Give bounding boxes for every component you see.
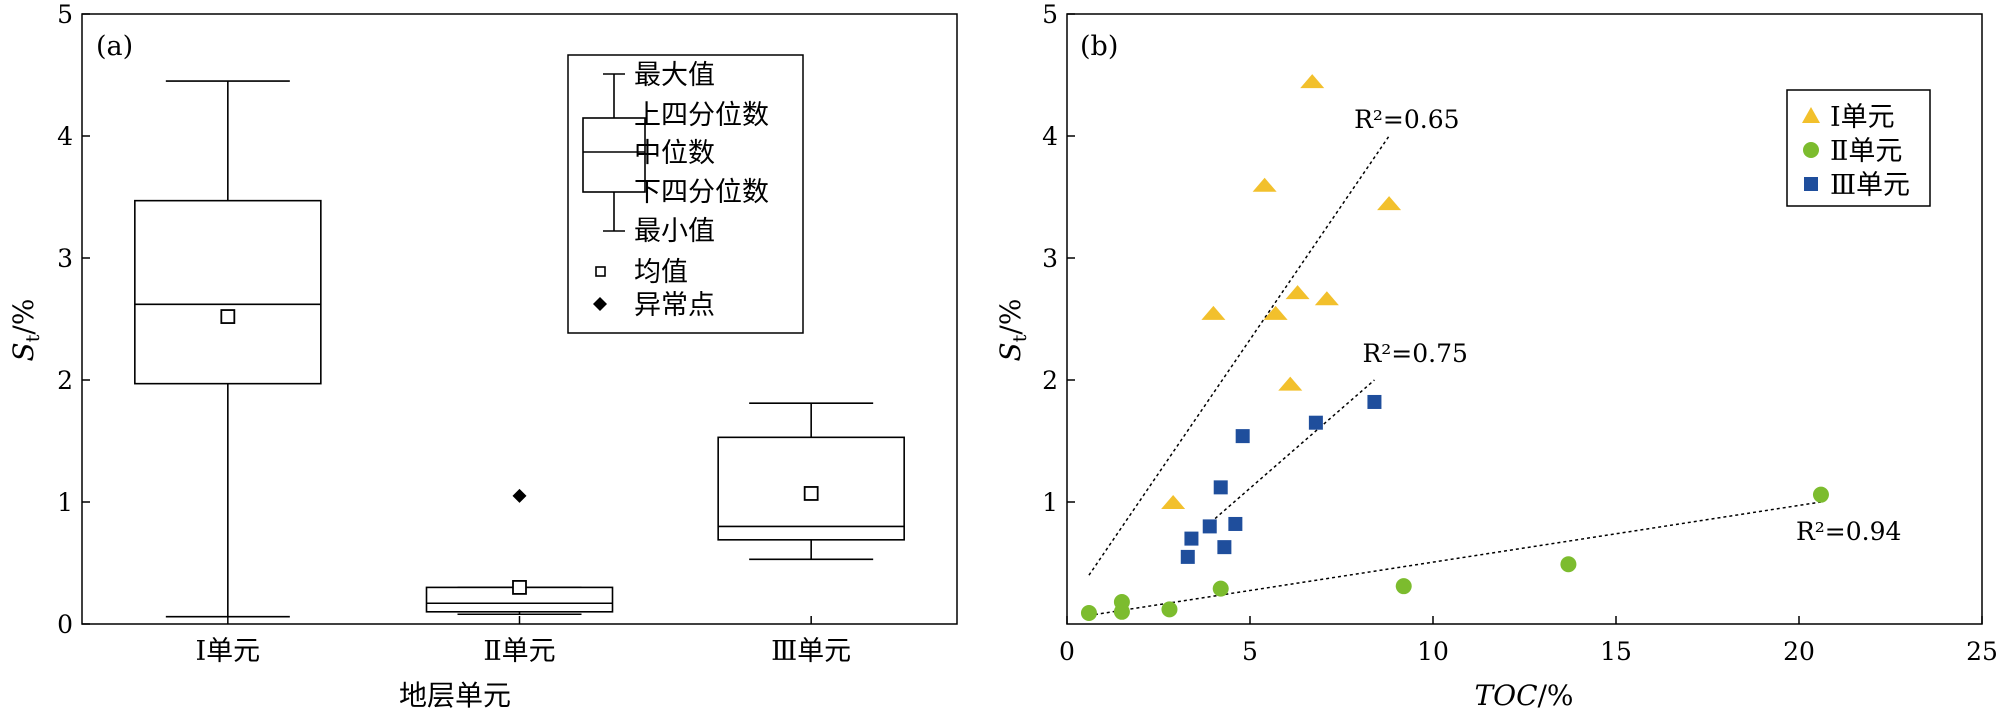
data-point-circle xyxy=(1812,486,1829,503)
r2-label-2: R²=0.94 xyxy=(1796,517,1901,546)
data-point-circle xyxy=(1080,605,1097,622)
box-2 xyxy=(425,488,614,616)
legend-max-label: 最大值 xyxy=(634,60,715,91)
panel-a-legend: 最大值 上四分位数 中位数 下四分位数 最小值 均值 异常点 xyxy=(567,54,804,334)
panel-b-fit-lines xyxy=(1088,135,1822,617)
y-tick-label: 1 xyxy=(1042,488,1058,517)
data-point-square xyxy=(1308,415,1323,430)
data-point-square xyxy=(1184,531,1199,546)
x-tick-label: 20 xyxy=(1783,637,1815,666)
legend-unit-2-label: Ⅱ单元 xyxy=(1830,136,1902,167)
panel-a-y-axis-label: St/% xyxy=(7,299,44,362)
panel-a-y-axis: 0 1 2 3 4 5 xyxy=(57,0,90,639)
r2-label-1: R²=0.65 xyxy=(1354,105,1459,134)
legend-median-label: 中位数 xyxy=(634,138,715,169)
legend-unit-2-marker xyxy=(1803,142,1819,158)
legend-mean-symbol xyxy=(595,266,606,277)
legend-lower-quartile-label: 下四分位数 xyxy=(634,177,769,208)
legend-min-label: 最小值 xyxy=(634,216,715,247)
r2-label-3: R²=0.75 xyxy=(1362,339,1467,368)
y-tick-label: 2 xyxy=(57,366,73,395)
x-tick-label: Ⅰ单元 xyxy=(195,636,260,667)
x-tick-label: 15 xyxy=(1600,637,1632,666)
legend-unit-3-label: Ⅲ单元 xyxy=(1830,170,1910,201)
x-tick-label: 10 xyxy=(1417,637,1449,666)
legend-unit-1-marker xyxy=(1802,107,1820,123)
panel-b-points xyxy=(1080,74,1829,622)
data-point-square xyxy=(1213,480,1228,495)
data-point-triangle xyxy=(1377,196,1402,211)
x-tick-label: 5 xyxy=(1242,637,1258,666)
outlier-marker xyxy=(512,488,527,503)
box-1 xyxy=(134,80,322,618)
data-point-triangle xyxy=(1285,285,1310,300)
x-tick-label: Ⅱ单元 xyxy=(483,636,555,667)
data-point-square xyxy=(1228,516,1243,531)
legend-outlier-label: 异常点 xyxy=(634,290,715,321)
panel-b-label: (b) xyxy=(1080,31,1118,62)
mean-marker xyxy=(803,486,819,501)
y-tick-label: 1 xyxy=(57,488,73,517)
y-tick-label: 0 xyxy=(57,610,73,639)
legend-unit-3-marker xyxy=(1804,177,1818,191)
panel-a-x-axis: Ⅰ单元 Ⅱ单元 Ⅲ单元 xyxy=(195,616,851,667)
y-tick-label: 2 xyxy=(1042,366,1058,395)
data-point-triangle xyxy=(1278,376,1303,391)
y-tick-label: 4 xyxy=(57,122,73,151)
panel-b-y-axis-label: St/% xyxy=(994,299,1031,362)
legend-upper-quartile-label: 上四分位数 xyxy=(634,100,769,131)
fit-line-3 xyxy=(1205,379,1375,527)
data-point-circle xyxy=(1560,556,1577,573)
y-tick-label: 4 xyxy=(1042,122,1058,151)
panel-b-legend: Ⅰ单元 Ⅱ单元 Ⅲ单元 xyxy=(1786,89,1931,207)
data-point-circle xyxy=(1212,580,1229,597)
box-body xyxy=(134,199,322,385)
data-point-square xyxy=(1235,429,1250,444)
legend-outlier-symbol xyxy=(593,297,607,311)
mean-marker xyxy=(512,580,527,595)
data-point-circle xyxy=(1395,578,1412,595)
box-3 xyxy=(717,402,905,561)
y-tick-label: 5 xyxy=(1042,0,1058,29)
data-point-square xyxy=(1202,519,1217,534)
panel-b-x-axis-label: TOC/% xyxy=(1474,679,1573,712)
data-point-triangle xyxy=(1201,305,1226,320)
data-point-square xyxy=(1180,549,1195,564)
panel-b-y-axis: 1 2 3 4 5 xyxy=(1042,0,1075,517)
data-point-triangle xyxy=(1263,305,1288,320)
y-tick-label: 3 xyxy=(57,244,73,273)
x-tick-label: 25 xyxy=(1966,637,1998,666)
panel-b-frame xyxy=(1066,13,1983,625)
y-tick-label: 5 xyxy=(57,0,73,29)
fit-line-1 xyxy=(1088,135,1390,576)
panel-a-x-axis-label: 地层单元 xyxy=(399,679,511,712)
data-point-triangle xyxy=(1300,74,1325,89)
mean-marker xyxy=(220,309,236,324)
panel-a-boxplot: (a) 0 1 2 3 4 5 Ⅰ单元 Ⅱ单元 Ⅲ单元 地层单元 St/% 最大值 上四分位数… xyxy=(7,0,958,712)
legend-frame xyxy=(567,54,804,334)
x-tick-label: Ⅲ单元 xyxy=(771,636,851,667)
fit-line-2 xyxy=(1088,501,1822,617)
legend-mean-label: 均值 xyxy=(634,257,688,288)
data-point-triangle xyxy=(1161,495,1186,509)
data-point-circle xyxy=(1161,601,1178,618)
data-point-square xyxy=(1217,540,1232,555)
y-tick-label: 3 xyxy=(1042,244,1058,273)
data-point-square xyxy=(1367,394,1382,409)
data-point-triangle xyxy=(1252,177,1277,192)
data-point-circle xyxy=(1113,594,1130,611)
box-body xyxy=(425,586,614,613)
panel-b-annotations: R²=0.65 R²=0.94 R²=0.75 xyxy=(1354,105,1901,546)
data-point-triangle xyxy=(1314,291,1339,306)
panel-a-label: (a) xyxy=(96,31,133,62)
legend-unit-1-label: Ⅰ单元 xyxy=(1830,102,1895,133)
x-tick-label: 0 xyxy=(1059,637,1075,666)
panel-b-x-axis: 0 5 10 15 20 25 xyxy=(1059,616,1998,666)
panel-a-boxes xyxy=(134,80,905,618)
